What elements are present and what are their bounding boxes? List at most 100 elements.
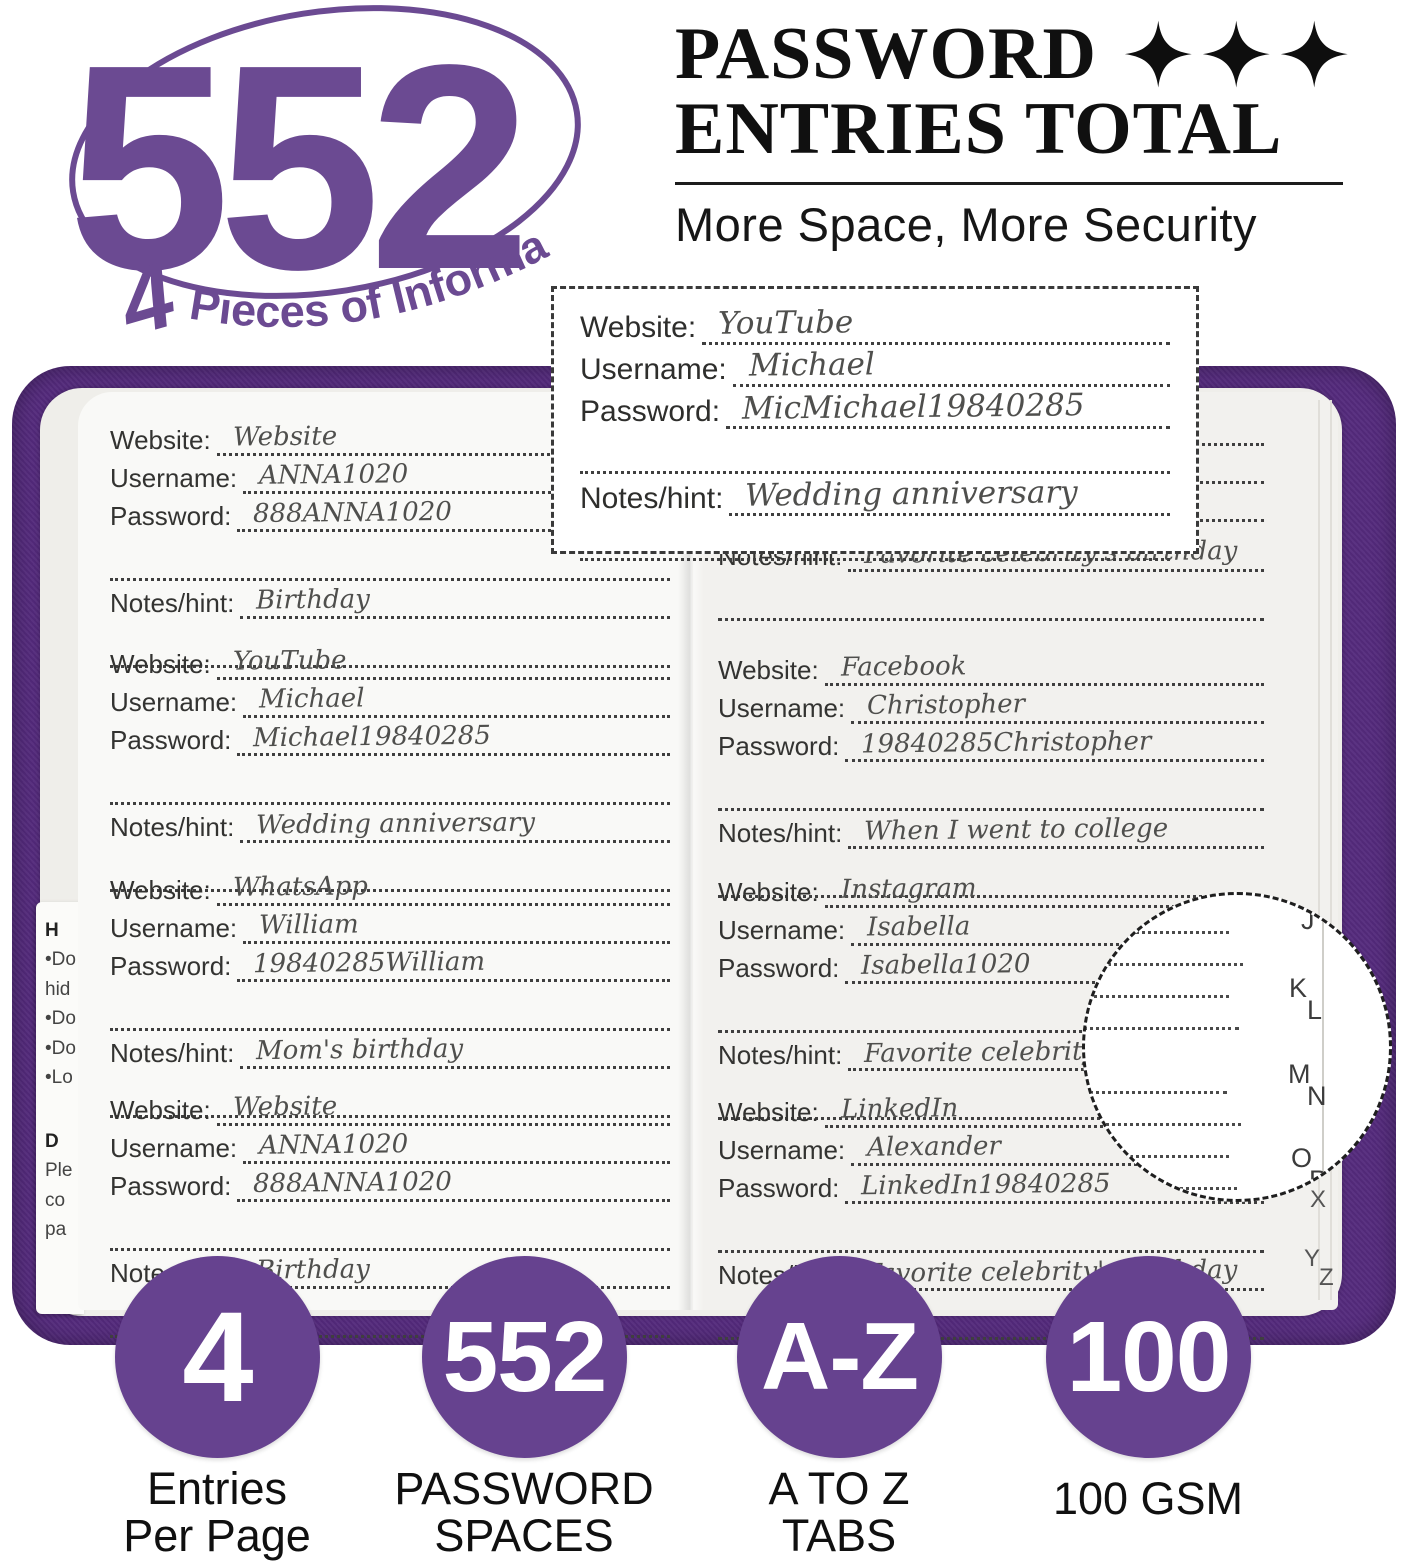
username-value: ANNA1020 [259,460,409,491]
username-value: Michael [748,347,875,384]
stat-paper-weight: 100 [1046,1256,1251,1458]
big-number: 552 [68,4,524,330]
title-line2: ENTRIES TOTAL [675,88,1283,170]
website-label: Website: [110,1095,211,1125]
notes-value: Wedding anniversary [745,476,1079,514]
blank-line [110,1214,670,1251]
website-label: Website: [718,655,819,685]
password-value: 19840285Christopher [861,728,1152,760]
website-label: Website: [110,649,211,679]
stat-value: 100 [1066,1300,1232,1413]
tips-page-edge: H •Do hid •Do •Do •Lo D Ple co pa [36,902,84,1314]
tips-fragment: pa [45,1218,67,1240]
tab-l: L [1307,995,1323,1025]
stat-label: 100 GSM [1052,1473,1244,1524]
password-entry: Website: YouTube Username: Michael Passwor… [110,642,670,892]
blank-line [718,1303,1264,1340]
username-label: Username: [110,463,238,493]
notes-value: Wedding anniversary [256,809,536,841]
stat-entries-per-page: 4 [115,1256,320,1458]
notes-value: Birthday [256,585,371,616]
sparkle-icon [1124,20,1348,88]
tips-heading: D [45,1130,59,1152]
blank-line [580,439,1170,474]
website-value: WhatsApp [232,872,368,903]
website-value: YouTube [717,305,854,342]
password-value: 888ANNA1020 [253,1168,453,1200]
username-value: Christopher [867,690,1026,721]
blank-line [580,526,1170,561]
sample-entry-callout: Website: YouTube Username: Michael Passwor… [551,286,1199,561]
password-value: Isabella1020 [861,950,1031,981]
product-image: { "colors": { "brand_purple": "#6b4a92",… [12,0,1396,1559]
password-value: 19840285William [253,948,486,980]
blank-line [110,1301,670,1338]
password-label: Password: [110,501,232,531]
tips-fragment: hid [45,978,71,1000]
username-label: Username: [718,693,846,723]
username-label: Username: [110,687,238,717]
title-line1: PASSWORD [675,13,1097,96]
password-entry: Website: Website Username: ANNA1020 Passwo… [110,418,670,668]
notes-label: Notes/hint: [110,812,235,842]
notes-value: When I went to college [864,815,1169,847]
count-badge-graphic: 552 4 Pieces of Information [16,0,581,356]
website-value: Instagram [840,874,977,905]
stat-value: 4 [182,1285,253,1429]
notes-label: Notes/hint: [110,1038,235,1068]
notes-label: Notes/hint: [110,588,235,618]
tab-n: N [1307,1081,1327,1111]
blank-line [110,768,670,805]
tab-k: K [1289,973,1308,1003]
password-label: Password: [110,951,232,981]
tab-z: Z [1319,1264,1334,1291]
stat-value: 552 [442,1300,608,1413]
password-label: Password: [110,1171,232,1201]
stat-label: PASSWORD SPACES [394,1463,654,1561]
tab-j: J [1301,905,1315,935]
stat-label: A TO Z TABS [768,1463,910,1561]
password-label: Password: [718,1173,840,1203]
tips-fragment: •Do [45,949,76,971]
page-edge-line [1318,400,1320,1300]
tab-p: P [1309,1165,1328,1195]
tips-heading: H [45,920,59,941]
blank-line [718,584,1264,621]
website-label: Website: [110,425,211,455]
website-label: Website: [718,1097,819,1127]
tab-m: M [1288,1059,1311,1089]
field-line: Website [216,422,670,456]
website-label: Website: [110,875,211,905]
password-value: LinkedIn19840285 [861,1170,1112,1202]
username-label: Username: [718,1135,846,1165]
tips-fragment: •Do [45,1008,76,1030]
password-value: Michael19840285 [253,722,492,754]
username-value: William [259,910,359,941]
tips-fragment: •Do [45,1037,76,1059]
website-value: LinkedIn [840,1094,958,1125]
blank-line [110,855,670,892]
count-badge: 552 4 Pieces of Information [16,0,630,370]
blank-line [718,774,1264,811]
tab-o: O [1291,1143,1313,1173]
website-value: Website [232,1092,337,1123]
password-label: Password: [110,725,232,755]
blank-line [718,1083,1264,1120]
blank-line [718,1216,1264,1253]
username-value: Alexander [867,1132,1002,1163]
username-value: ANNA1020 [259,1130,409,1161]
tips-fragment: •Lo [45,1067,73,1089]
username-label: Username: [110,1133,238,1163]
username-label: Username: [110,913,238,943]
headline: PASSWORD ENTRIES TOTAL More Space, More … [675,16,1355,252]
password-label: Password: [718,953,840,983]
notes-value: Mom's birthday [256,1035,464,1067]
username-label: Username: [580,353,727,386]
tab-x: X [1310,1186,1327,1213]
username-value: Michael [259,684,365,715]
password-value: MicMichael19840285 [741,389,1085,427]
subtitle: More Space, More Security [675,197,1257,251]
tips-fragment: co [45,1189,66,1211]
password-label: Password: [580,395,721,428]
stat-password-spaces: 552 [422,1256,627,1458]
